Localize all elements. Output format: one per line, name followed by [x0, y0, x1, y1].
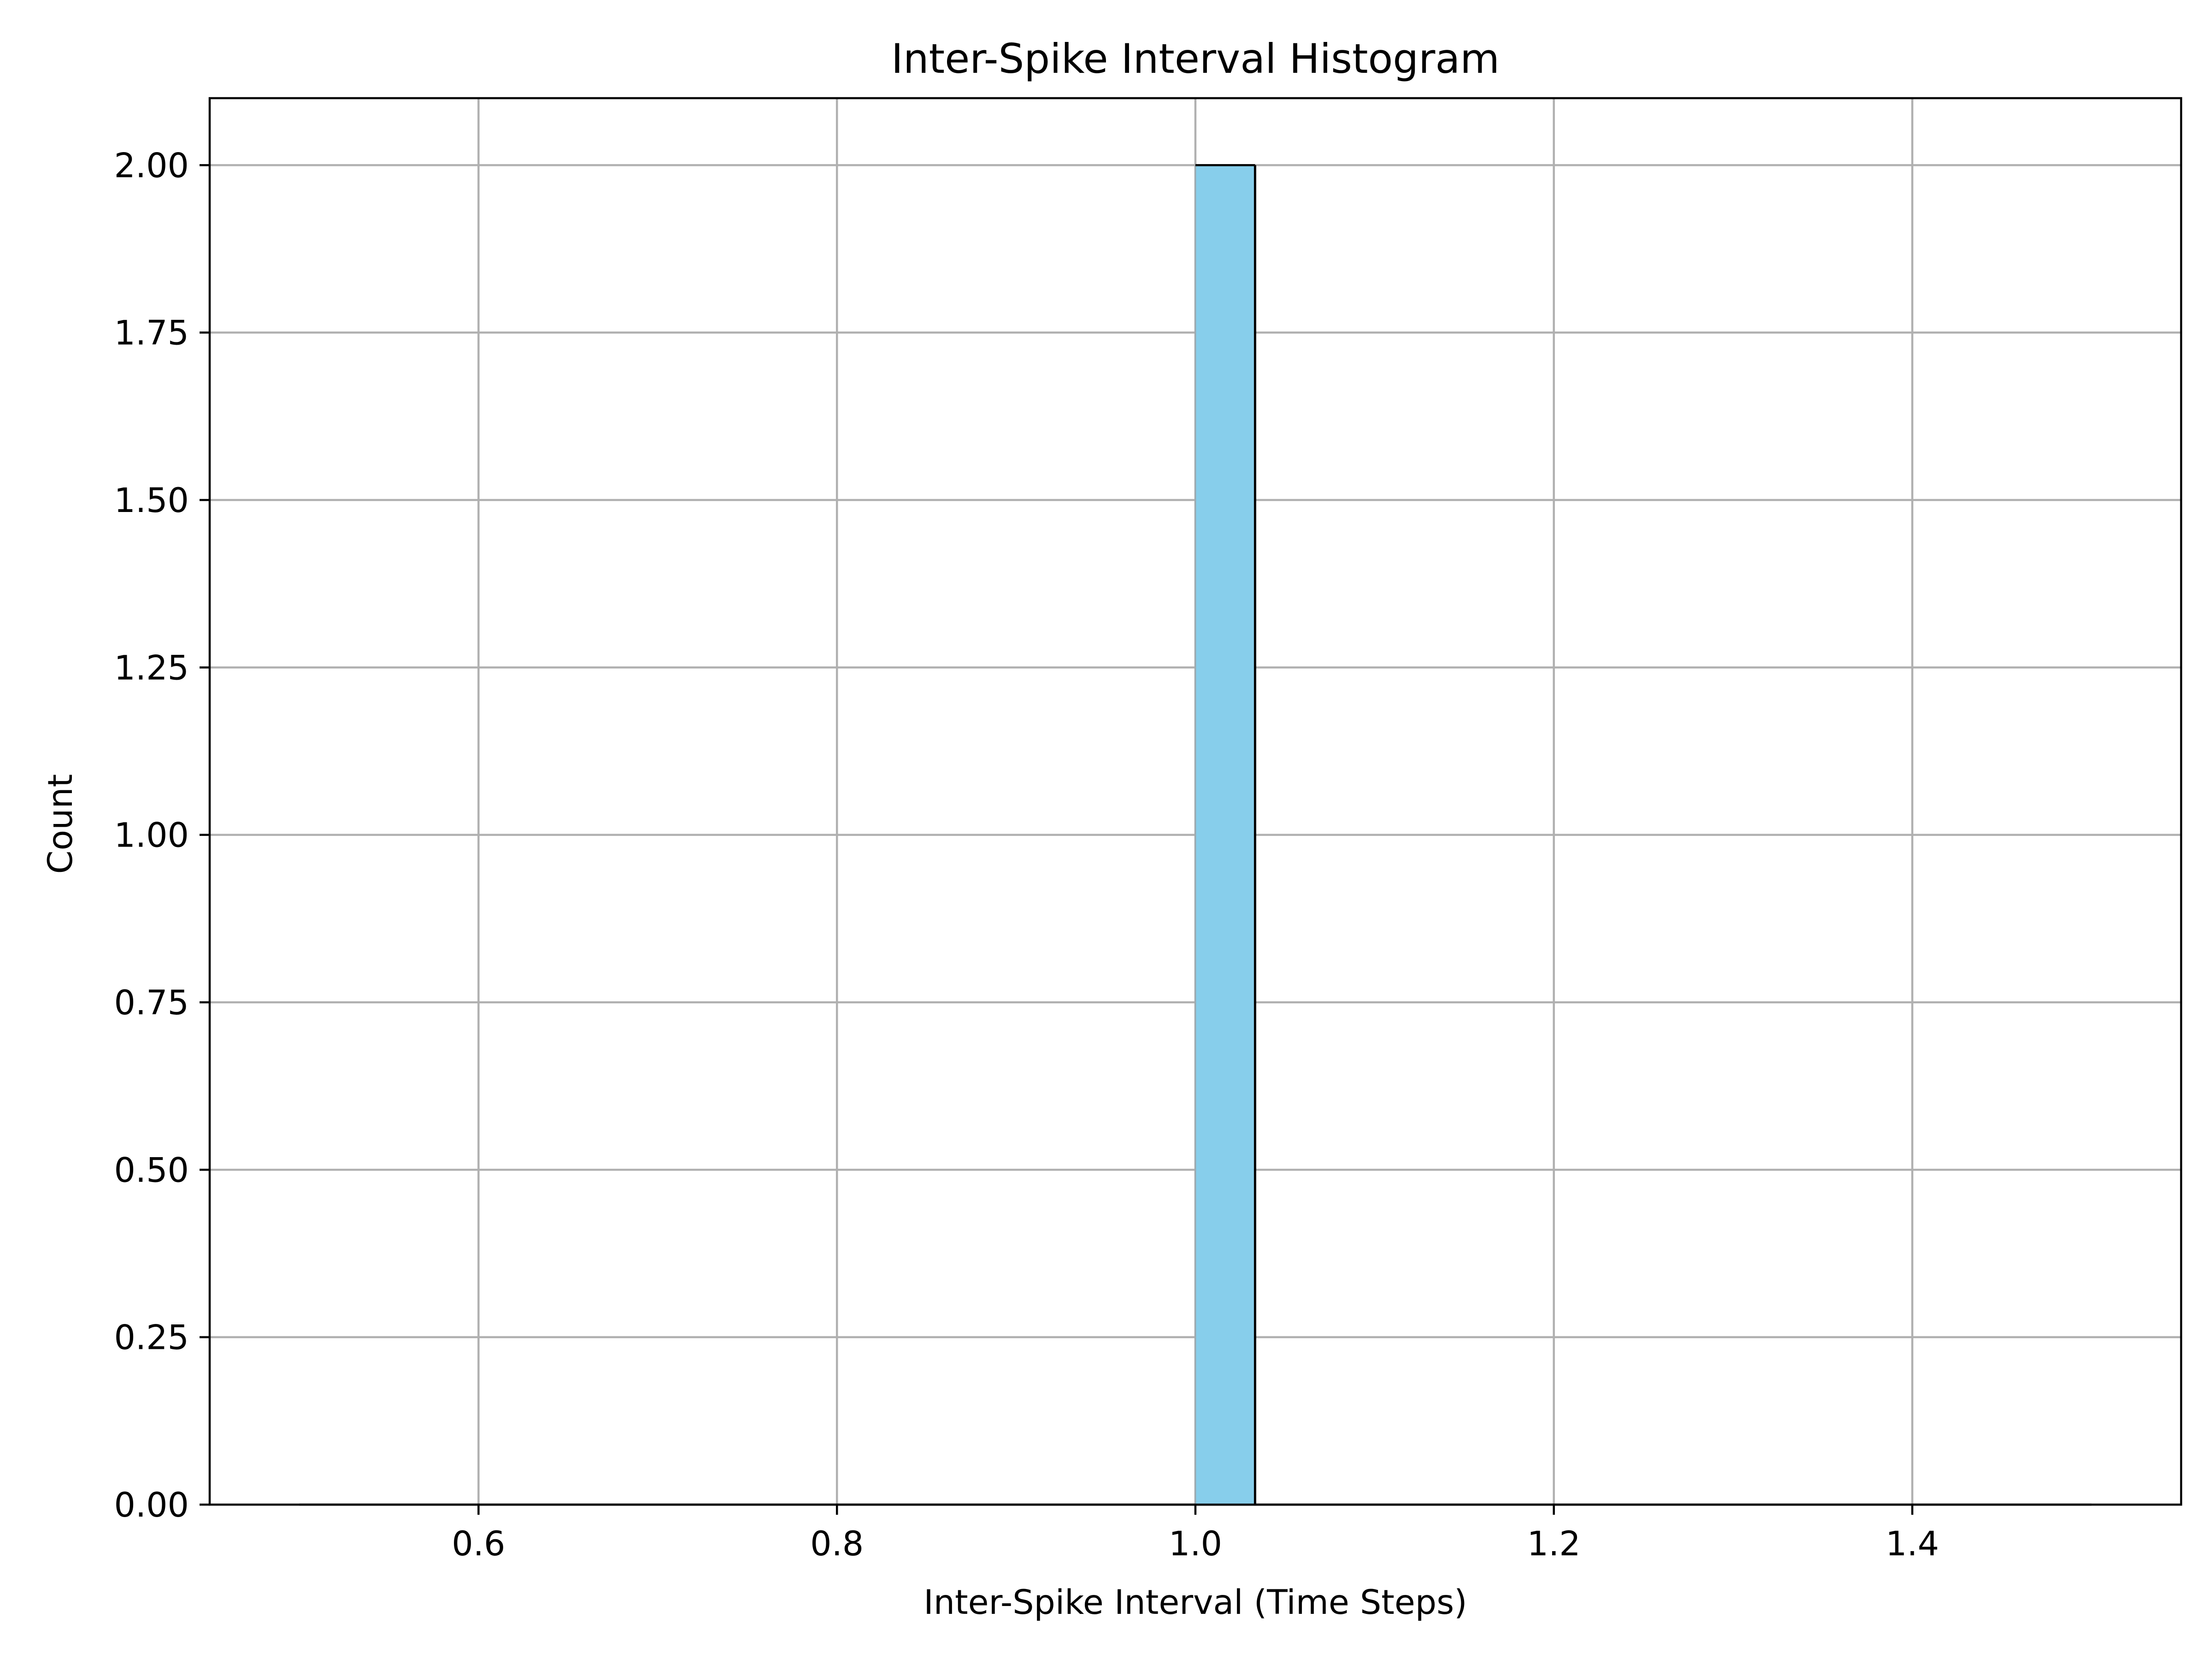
histogram-bars: [1194, 164, 1257, 1505]
x-axis-label: Inter-Spike Interval (Time Steps): [924, 1583, 1467, 1622]
y-axis-ticks: 0.00 0.25 0.50 0.75 1.00 1.25 1.50 1.75 2.00: [114, 146, 210, 1525]
x-tick-label: 0.6: [452, 1524, 505, 1564]
x-axis-ticks: 0.6 0.8 1.0 1.2 1.4: [452, 1505, 1939, 1564]
y-tick-label: 2.00: [114, 146, 189, 185]
y-tick-label: 0.00: [114, 1486, 189, 1525]
y-tick-label: 1.25: [114, 648, 189, 688]
y-tick-label: 0.25: [114, 1318, 189, 1358]
y-tick-label: 0.50: [114, 1151, 189, 1190]
y-tick-label: 1.00: [114, 816, 189, 855]
x-tick-label: 1.0: [1169, 1524, 1222, 1564]
x-tick-label: 1.4: [1886, 1524, 1939, 1564]
y-tick-label: 1.50: [114, 481, 189, 520]
y-axis-label: Count: [41, 774, 80, 874]
x-tick-label: 0.8: [810, 1524, 864, 1564]
y-tick-label: 1.75: [114, 314, 189, 353]
x-tick-label: 1.2: [1527, 1524, 1581, 1564]
histogram-bar: [1195, 165, 1255, 1505]
chart-title: Inter-Spike Interval Histogram: [891, 35, 1500, 82]
y-tick-label: 0.75: [114, 983, 189, 1023]
